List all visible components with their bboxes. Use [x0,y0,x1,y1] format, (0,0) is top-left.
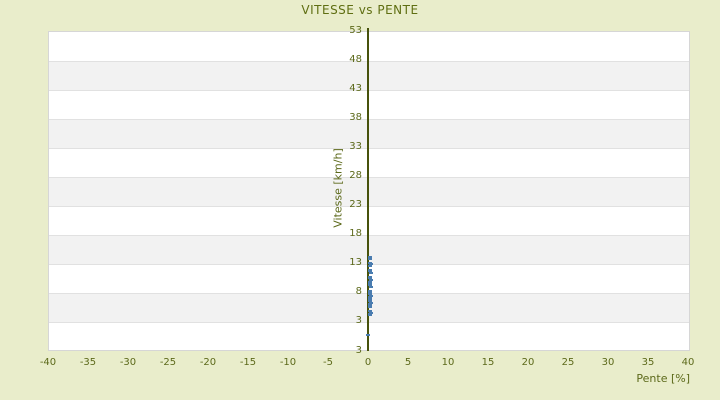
y-axis-bottom-label: 3 [355,345,362,356]
y-tick-label: 8 [355,286,362,298]
plot-band [49,119,689,149]
scatter-point [368,286,373,289]
x-tick-label: 15 [481,357,495,368]
x-tick-label: -20 [199,357,217,368]
x-tick-label: -35 [79,357,97,368]
gridline [49,206,689,208]
scatter-point [368,309,373,312]
scatter-point [368,282,372,285]
y-axis-line [367,28,369,351]
scatter-point [368,303,373,306]
scatter-point [368,306,373,309]
plot-area [48,31,690,351]
x-tick-label: 20 [521,357,535,368]
scatter-point [368,270,373,273]
y-tick-label: 53 [349,25,362,36]
scatter-point [368,279,373,282]
x-tick-label: 10 [441,357,455,368]
x-tick-label: -30 [119,357,137,368]
scatter-point [368,313,372,316]
gridline [49,177,689,179]
y-tick-label: 43 [349,83,362,95]
scatter-point [368,294,373,297]
y-tick-label: 13 [349,257,362,269]
scatter-point [368,291,372,294]
scatter-point [368,256,373,259]
scatter-point [368,299,373,302]
scatter-point [368,293,373,295]
y-tick-label: 18 [349,228,362,240]
y-tick-label: 33 [349,141,362,153]
plot-band [49,235,689,265]
scatter-point [366,334,371,337]
scatter-point [368,268,373,271]
x-tick-label: 30 [601,357,615,368]
gridline [49,235,689,237]
chart-title: VITESSE vs PENTE [301,3,419,17]
x-tick-label: -40 [39,357,57,368]
x-tick-label: 35 [641,357,655,368]
gridline [49,61,689,63]
x-tick-label: -15 [239,357,257,368]
y-tick-label: 3 [355,315,362,327]
y-tick-label: 28 [349,170,362,182]
x-tick-label: -25 [159,357,177,368]
x-tick-label: 5 [404,357,412,368]
gridline [49,148,689,150]
scatter-point [368,289,373,292]
x-tick-label: -5 [323,357,333,368]
scatter-point [368,272,373,275]
scatter-point [368,275,372,278]
x-axis-title: Pente [%] [636,372,690,385]
x-tick-label: 0 [364,357,372,368]
scatter-point [368,277,373,280]
y-axis-title: Vitesse [km/h] [331,148,345,228]
y-tick-label: 48 [349,54,362,66]
scatter-point [368,305,372,308]
scatter-point [368,263,373,266]
gridline [49,90,689,92]
x-tick-label: 25 [561,357,575,368]
scatter-point [368,280,373,283]
x-tick-label: 40 [681,357,695,368]
scatter-point [368,261,373,264]
scatter-point [368,296,373,299]
scatter-point [368,314,373,317]
gridline [49,322,689,324]
scatter-point [368,301,373,304]
y-tick-label: 38 [349,112,362,124]
scatter-point [368,298,372,301]
y-tick-label: 23 [349,199,362,211]
scatter-point [368,311,373,314]
scatter-point [368,257,372,260]
plot-band [49,177,689,207]
scatter-point [368,284,373,287]
x-tick-label: -10 [279,357,297,368]
gridline [49,119,689,121]
plot-band [49,61,689,91]
scatter-point [368,265,372,268]
